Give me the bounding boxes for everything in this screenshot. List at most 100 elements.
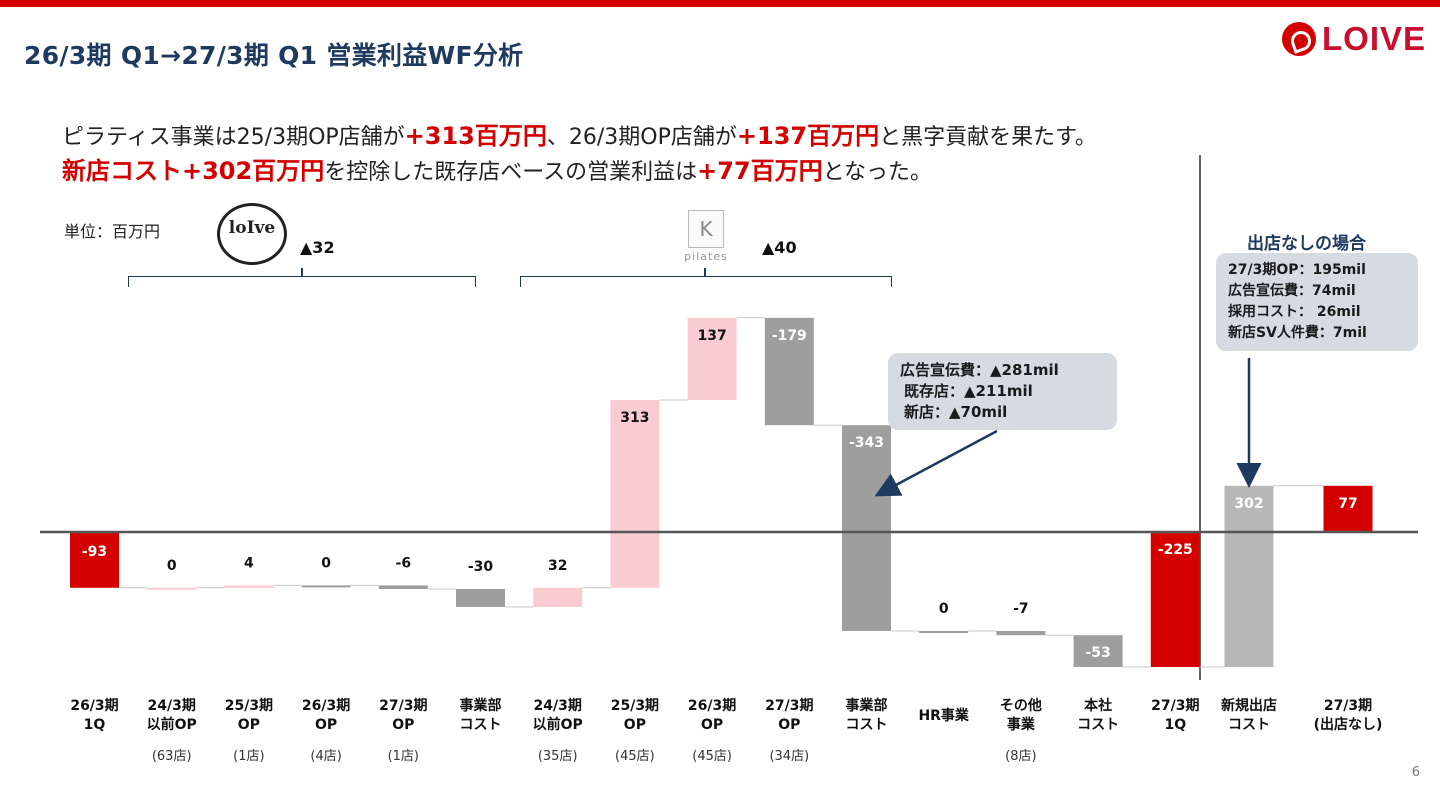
waterfall-bar [919,631,969,633]
brand-mark-icon [1282,22,1316,56]
x-axis-sublabel: (34店) [769,749,810,764]
x-axis-label-line: (出店なし) [1313,717,1383,733]
waterfall-bar [996,631,1046,636]
x-axis-label: 26/3期 OP [286,697,366,735]
x-axis-label-line: HR事業 [918,708,969,724]
brand-logo: LOIVE [1282,20,1432,62]
loive-logo: loIve [217,203,287,265]
page-number: 6 [1411,765,1420,780]
segment-bracket-pilates [520,276,892,287]
bar-value-label: 0 [939,601,949,617]
x-axis-label-line: コスト [1228,717,1270,733]
callout-line: 採用コスト： 26mil [1228,304,1361,320]
segment-bracket-tick [301,268,303,276]
no-open-callout: 27/3期OP：195mil 広告宣伝費：74mil 採用コスト： 26mil … [1216,253,1418,351]
waterfall-bar [687,317,737,400]
x-axis-sublabel: (1店) [233,749,265,764]
callout-arrow [874,429,998,497]
waterfall-bar [1224,485,1274,667]
x-axis-label: 新規出店 コスト [1209,697,1289,735]
waterfall-bar [533,587,583,607]
x-axis-sublabel: (8店) [1005,749,1037,764]
waterfall-bar [610,400,660,588]
segment-delta-pilates: ▲40 [762,238,797,257]
x-axis-label-line: 事業 [1006,717,1035,733]
loive-logo-text: loIve [228,218,276,238]
top-accent-bar [0,0,1440,7]
x-axis-label-line: OP [701,717,724,733]
segment-bracket-loive [128,276,476,287]
waterfall-bar [764,317,814,426]
x-axis-label-line: コスト [1077,717,1120,733]
x-axis-label-line: コスト [459,717,502,733]
x-axis-label-line: 1Q [83,717,106,733]
x-axis-label: HR事業 [904,707,984,726]
summary-text: を控除した既存店ベースの営業利益は [324,160,698,185]
callout-line: 既存店：▲211mil [904,382,1033,400]
summary-highlight: +77百万円 [697,157,823,185]
x-axis-label-line: 25/3期 [610,698,660,714]
summary-highlight: +137百万円 [736,122,880,150]
x-axis-label-line: 本社 [1084,698,1113,714]
x-axis-label: 24/3期 以前OP [132,697,212,735]
cost-callout: 広告宣伝費：▲281mil 既存店：▲211mil 新店：▲70mil [888,353,1117,430]
x-axis-label: 24/3期 以前OP [518,697,598,735]
k-logo-word: pilates [684,250,728,263]
waterfall-bar [842,425,891,631]
x-axis-label-line: OP [315,717,338,733]
summary-text: と黒字貢献を果たす。 [879,125,1097,150]
x-axis-label: 27/3期 OP [749,697,829,735]
x-axis-sublabel: (4店) [310,749,342,764]
bar-value-label: -30 [468,559,494,575]
x-axis-label-line: 事業部 [459,698,502,714]
bar-value-label: -179 [772,328,807,344]
section-divider [1199,155,1201,680]
x-axis-label-line: OP [237,717,260,733]
x-axis-label-line: 26/3期 [687,698,737,714]
x-axis-label-line: 27/3期 [765,698,814,714]
bar-value-label: -6 [396,555,412,571]
bar-value-label: 77 [1338,496,1357,512]
brand-name: LOIVE [1322,20,1427,57]
waterfall-bar [1323,485,1373,532]
callout-line: 広告宣伝費：▲281mil [900,361,1059,379]
summary-line-2: 新店コスト+302百万円を控除した既存店ベースの営業利益は+77百万円となった。 [62,151,932,186]
bar-value-label: -7 [1013,601,1029,617]
summary-text: ピラティス事業は25/3期OP店舗が [62,125,405,150]
bar-value-label: 32 [548,558,567,574]
x-axis-label-line: 27/3期 [379,698,428,714]
x-axis-label: 事業部 コスト [827,697,907,735]
x-axis-label-line: コスト [845,717,888,733]
bar-value-label: 302 [1234,496,1263,512]
callout-line: 広告宣伝費：74mil [1228,283,1356,299]
x-axis-label: その他 事業 [981,697,1061,735]
x-axis-label-line: OP [392,717,415,733]
waterfall-bar [1150,532,1200,667]
x-axis-label-line: 25/3期 [224,698,274,714]
x-axis-sublabel: (45店) [615,749,655,764]
bar-value-label: -93 [82,544,107,560]
x-axis-label-line: 事業部 [845,698,888,714]
summary-text: 、26/3期OP店舗が [546,125,737,150]
x-axis-sublabel: (1店) [387,749,419,764]
callout-line: 27/3期OP：195mil [1228,262,1366,278]
bar-value-label: 313 [620,410,649,426]
summary-text: となった。 [822,160,932,185]
x-axis-label-line: 新規出店 [1221,698,1277,714]
x-axis-sublabel: (45店) [692,749,732,764]
waterfall-bar [378,585,428,589]
k-pilates-logo: K pilates [680,210,732,264]
waterfall-bar [224,585,274,588]
bar-value-label: -343 [849,435,884,451]
k-logo-letter: K [688,210,724,248]
unit-label: 単位：百万円 [64,222,161,241]
x-axis-label-line: その他 [999,698,1042,714]
bar-value-label: -225 [1158,542,1193,558]
bar-value-label: 0 [321,555,331,571]
waterfall-bar [301,585,351,588]
bar-value-label: 137 [697,328,726,344]
x-axis-label: 25/3期 OP [209,697,289,735]
summary-highlight: +313百万円 [404,122,547,150]
x-axis-label-line: 1Q [1164,717,1187,733]
